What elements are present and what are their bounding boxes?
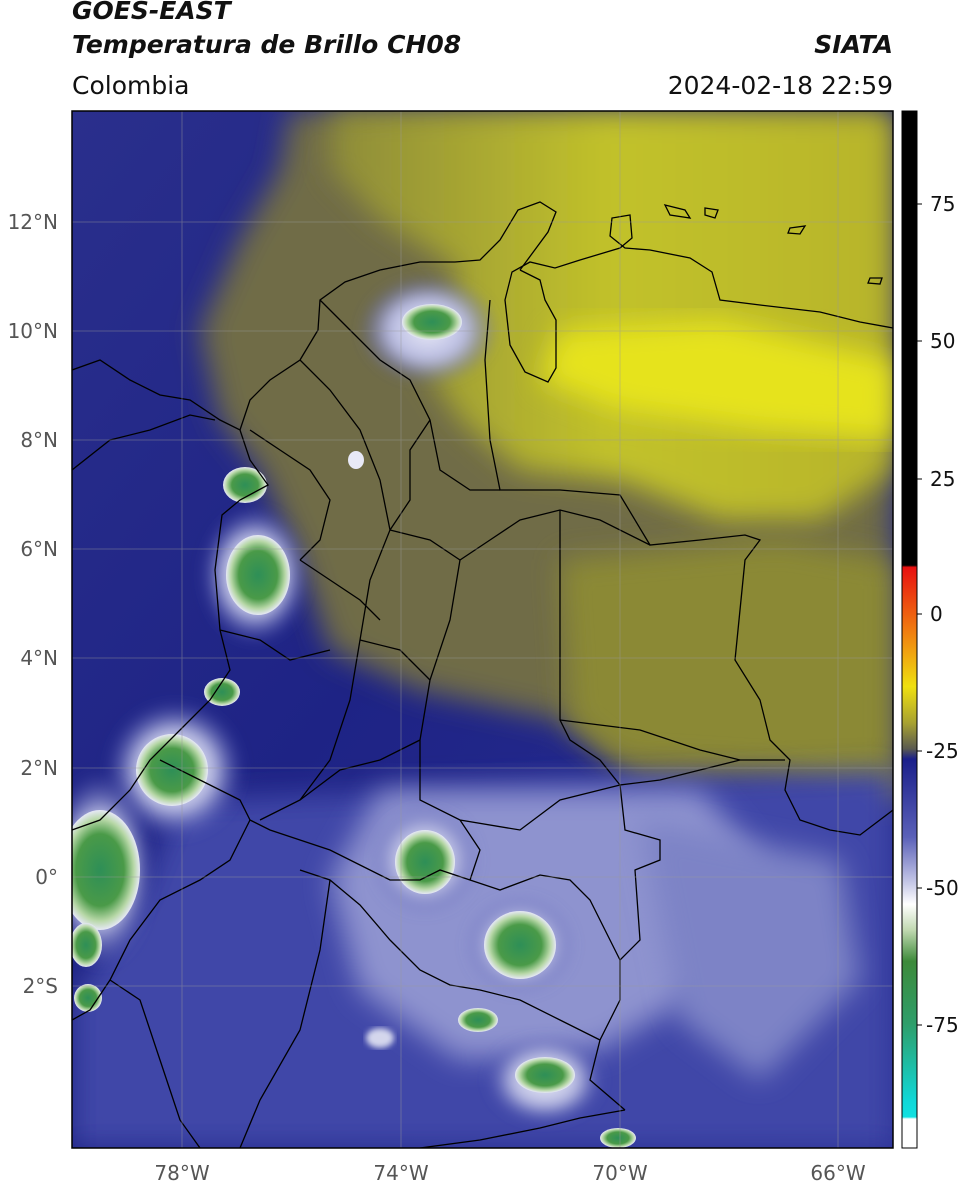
cold-cloud-top (458, 1008, 498, 1032)
datetime-label: 2024-02-18 22:59 (667, 71, 893, 100)
region-label: Colombia (72, 71, 190, 100)
gridlines (72, 111, 893, 1148)
colorbar-tick-label: 0 (930, 602, 943, 626)
latitude-labels: 12°N 10°N 8°N 6°N 4°N 2°N 0° 2°S (8, 210, 58, 998)
lat-tick-label: 10°N (8, 319, 58, 343)
cold-cloud-top (204, 678, 240, 706)
lat-tick-label: 2°N (20, 756, 58, 780)
colorbar-tick-label: 75 (930, 192, 955, 216)
lon-tick-label: 70°W (592, 1161, 647, 1185)
cold-cloud-top (402, 304, 462, 340)
map-frame (71, 110, 894, 1149)
cold-cloud-top (223, 467, 267, 503)
lat-tick-label: 4°N (20, 646, 58, 670)
cold-cloud-top (484, 911, 556, 979)
lon-tick-label: 74°W (373, 1161, 428, 1185)
cold-cloud-top (136, 734, 208, 806)
lat-tick-label: 12°N (8, 210, 58, 234)
lon-tick-label: 66°W (810, 1161, 865, 1185)
colorbar-tick-label: 50 (930, 329, 955, 353)
organization-label: SIATA (814, 30, 893, 59)
country-borders (72, 201, 893, 1148)
title-line-1: GOES-EAST (72, 0, 231, 25)
longitude-labels: 78°W 74°W 70°W 66°W (154, 1161, 865, 1185)
cold-cloud-top (72, 923, 102, 967)
cold-cloud-top (226, 535, 290, 615)
colorbar-tick-label: -50 (926, 876, 959, 900)
lat-tick-label: 8°N (20, 428, 58, 452)
colorbar-tick-label: -75 (926, 1013, 959, 1037)
cold-cloud-top (74, 984, 102, 1012)
lat-tick-label: 0° (35, 865, 58, 889)
colorbar-tick-label: -25 (926, 739, 959, 763)
title-line-2: Temperatura de Brillo CH08 (72, 30, 462, 59)
colorbar: 75 50 25 0 -25 -50 -75 (901, 110, 959, 1149)
lon-tick-label: 78°W (154, 1161, 209, 1185)
cold-cloud-top (72, 810, 140, 930)
cold-cloud-top (600, 1128, 636, 1148)
lat-tick-label: 6°N (20, 537, 58, 561)
satellite-image (72, 111, 893, 1148)
colorbar-scale (901, 110, 918, 1149)
lat-tick-label: 2°S (23, 974, 58, 998)
cold-cloud-top (395, 830, 455, 894)
cold-cloud-top (515, 1057, 575, 1093)
colorbar-tick-label: 25 (930, 467, 955, 491)
